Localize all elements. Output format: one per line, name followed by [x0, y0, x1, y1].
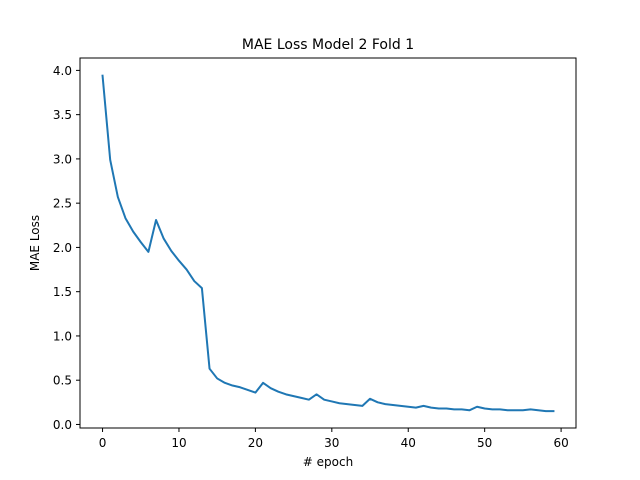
y-tick-label: 2.5	[53, 197, 72, 211]
plot-frame	[79, 57, 577, 429]
y-tick-label: 3.0	[53, 152, 72, 166]
y-tick-label: 0.5	[53, 374, 72, 388]
x-tick-label: 10	[171, 436, 186, 450]
x-tick-label: 30	[324, 436, 339, 450]
x-tick-label: 40	[401, 436, 416, 450]
x-tick-label: 20	[248, 436, 263, 450]
x-tick-label: 60	[553, 436, 568, 450]
series-layer	[101, 74, 555, 413]
x-tick-label: 50	[477, 436, 492, 450]
x-tick-label: 0	[99, 436, 107, 450]
y-tick-label: 4.0	[53, 64, 72, 78]
y-tick-label: 2.0	[53, 241, 72, 255]
x-axis-ticks: 0 10 20 30 40 50 60	[99, 428, 569, 450]
x-axis-label: # epoch	[303, 455, 353, 469]
chart-title: MAE Loss Model 2 Fold 1	[242, 37, 414, 53]
y-tick-label: 3.5	[53, 108, 72, 122]
y-axis-label: MAE Loss	[28, 215, 42, 271]
y-tick-label: 0.0	[53, 418, 72, 432]
y-tick-label: 1.5	[53, 285, 72, 299]
y-axis-ticks: 0.0 0.5 1.0 1.5 2.0 2.5 3.0 3.5 4.0	[53, 64, 80, 432]
y-tick-label: 1.0	[53, 329, 72, 343]
series-line-0	[101, 74, 555, 413]
